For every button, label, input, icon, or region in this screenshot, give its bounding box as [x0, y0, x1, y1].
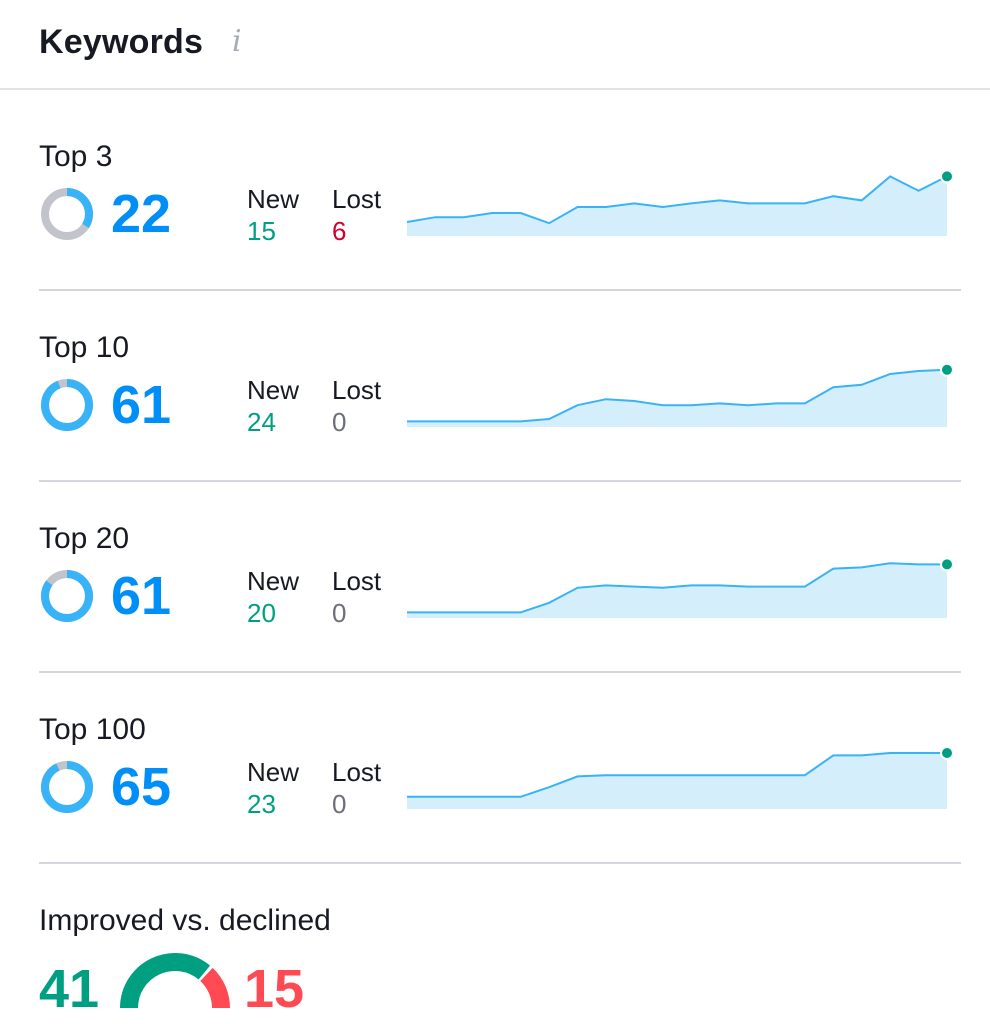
keyword-row-top-3: Top 3 22 New Lost 15 6 — [39, 140, 961, 330]
row-divider — [39, 289, 961, 291]
donut-chart-icon — [41, 761, 93, 813]
row-label: Top 3 — [39, 140, 113, 173]
donut-chart-icon — [41, 188, 93, 240]
widget-title: Keywords — [39, 23, 204, 61]
sparkline-last-point — [940, 362, 954, 377]
new-label: New — [247, 566, 300, 596]
lost-value[interactable]: 0 — [332, 598, 347, 628]
info-icon[interactable]: i — [232, 24, 242, 59]
improved-count[interactable]: 41 — [39, 959, 100, 1019]
row-label: Top 20 — [39, 522, 130, 555]
donut-chart-icon — [41, 379, 93, 431]
row-divider — [39, 862, 961, 864]
sparkline-area — [407, 563, 947, 618]
row-divider — [39, 480, 961, 482]
row-label: Top 100 — [39, 713, 146, 746]
gauge-improved-arc — [120, 953, 211, 1009]
new-value[interactable]: 24 — [247, 407, 276, 437]
donut-chart-icon — [41, 570, 93, 622]
lost-value[interactable]: 0 — [332, 789, 347, 819]
sparkline-line — [407, 562, 947, 614]
donut-share — [41, 379, 93, 431]
lost-label: Lost — [332, 566, 382, 596]
sparkline-last-point — [940, 170, 954, 184]
keyword-count[interactable]: 22 — [111, 184, 172, 244]
widget-header: Keywords i — [0, 0, 990, 90]
lost-value[interactable]: 6 — [332, 216, 347, 246]
lost-label: Lost — [332, 184, 382, 214]
sparkline-area — [407, 369, 947, 427]
new-label: New — [247, 375, 300, 405]
row-label: Top 10 — [39, 331, 130, 364]
keyword-count[interactable]: 61 — [111, 375, 172, 435]
section-label: Improved vs. declined — [39, 904, 331, 937]
sparkline-last-point — [940, 746, 954, 760]
donut-share — [41, 570, 93, 622]
lost-label: Lost — [332, 757, 382, 787]
keyword-row-top-100: Top 100 65 New Lost 23 0 — [39, 713, 961, 903]
new-value[interactable]: 23 — [247, 789, 276, 819]
keyword-count[interactable]: 61 — [111, 566, 172, 626]
keyword-count[interactable]: 65 — [111, 757, 172, 817]
sparkline-line — [407, 368, 948, 423]
declined-count[interactable]: 15 — [244, 959, 305, 1019]
donut-share — [41, 761, 93, 813]
sparkline-area — [407, 753, 947, 809]
lost-label: Lost — [332, 375, 382, 405]
keyword-row-top-20: Top 20 61 New Lost 20 0 — [39, 522, 961, 712]
trend-sparkline[interactable] — [407, 170, 955, 240]
trend-sparkline[interactable] — [407, 361, 955, 431]
gauge-declined-arc — [199, 967, 230, 1009]
keyword-row-top-10: Top 10 61 New Lost 24 0 — [39, 331, 961, 521]
new-value[interactable]: 15 — [247, 216, 276, 246]
new-value[interactable]: 20 — [247, 598, 276, 628]
sparkline-line — [407, 752, 947, 798]
sparkline-last-point — [940, 557, 954, 572]
lost-value[interactable]: 0 — [332, 407, 347, 437]
row-divider — [39, 671, 961, 673]
improved-vs-declined: Improved vs. declined 41 15 — [39, 900, 961, 1024]
donut-share — [41, 188, 93, 240]
gauge-chart-icon — [120, 953, 230, 1009]
new-label: New — [247, 184, 300, 214]
trend-sparkline[interactable] — [407, 743, 955, 813]
new-label: New — [247, 757, 300, 787]
trend-sparkline[interactable] — [407, 552, 955, 622]
sparkline-line — [407, 175, 948, 225]
